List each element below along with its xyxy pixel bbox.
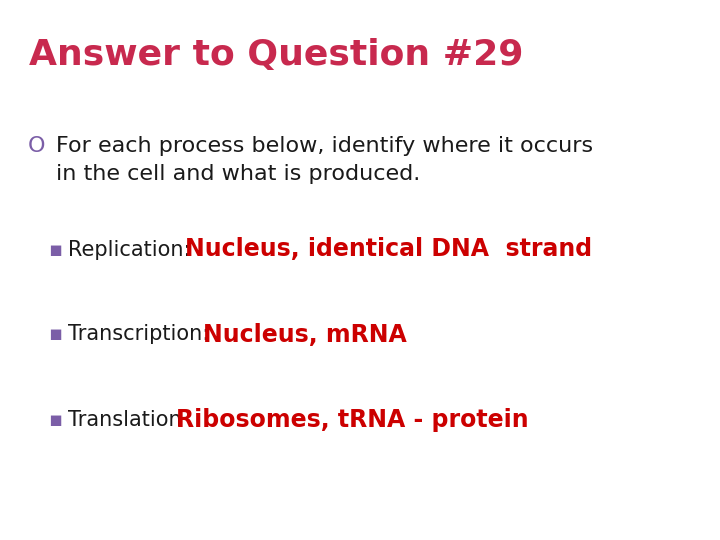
- Text: Nucleus, identical DNA  strand: Nucleus, identical DNA strand: [185, 238, 592, 261]
- Text: Translation: Translation: [68, 409, 188, 429]
- Text: ▪: ▪: [48, 240, 62, 260]
- Text: in the cell and what is produced.: in the cell and what is produced.: [56, 164, 420, 184]
- Text: Answer to Question #29: Answer to Question #29: [29, 38, 523, 72]
- Text: For each process below, identify where it occurs: For each process below, identify where i…: [56, 136, 593, 156]
- Text: Nucleus, mRNA: Nucleus, mRNA: [203, 322, 407, 347]
- Text: Ribosomes, tRNA - protein: Ribosomes, tRNA - protein: [176, 408, 528, 431]
- Text: Replication:: Replication:: [68, 240, 197, 260]
- Text: O: O: [28, 136, 45, 156]
- Text: Transcription:: Transcription:: [68, 325, 216, 345]
- Text: ▪: ▪: [48, 409, 62, 429]
- Text: ▪: ▪: [48, 325, 62, 345]
